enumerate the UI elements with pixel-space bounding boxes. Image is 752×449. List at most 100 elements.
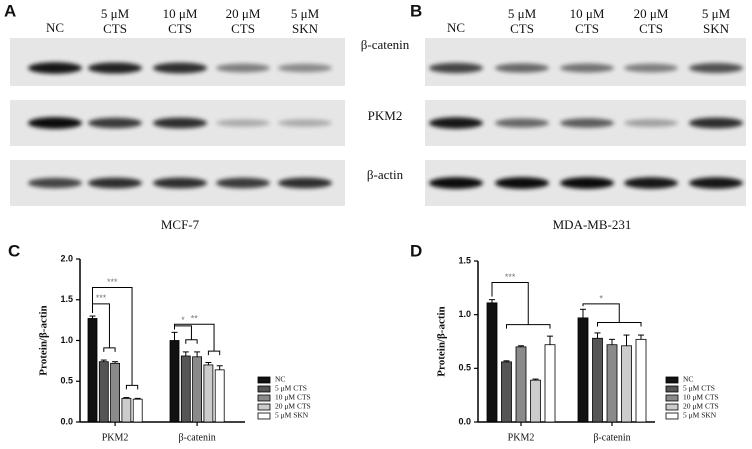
bar xyxy=(87,318,98,423)
bar xyxy=(515,346,527,423)
bar xyxy=(110,362,120,423)
legend-label: 5 μM SKN xyxy=(683,411,717,420)
bar xyxy=(169,340,180,423)
blot-band xyxy=(689,177,743,189)
blot-band xyxy=(429,117,483,129)
panel-label: D xyxy=(410,241,422,260)
bar xyxy=(621,345,632,423)
bar xyxy=(635,338,647,423)
legend-label: 20 μM CTS xyxy=(275,402,311,411)
x-tick-label: β-catenin xyxy=(593,432,630,443)
significance-bracket xyxy=(491,281,551,329)
lane-label: 5 μM xyxy=(291,6,320,21)
y-tick-label: 1.5 xyxy=(60,294,73,304)
blot-band xyxy=(624,119,678,127)
bar xyxy=(592,337,603,423)
blot-background xyxy=(10,38,345,86)
lane-label: CTS xyxy=(103,21,127,36)
bar xyxy=(486,302,498,423)
blot-band xyxy=(278,177,332,189)
significance-label: ** xyxy=(191,314,199,324)
blot-band xyxy=(495,118,549,128)
legend-swatch xyxy=(257,394,271,402)
legend-swatch xyxy=(665,385,679,393)
row-label: β-actin xyxy=(367,167,404,182)
bar xyxy=(501,361,512,423)
significance-label: * xyxy=(181,315,185,325)
y-tick-label: 0.5 xyxy=(60,376,73,386)
caption: MCF-7 xyxy=(161,217,200,232)
blot-band xyxy=(689,63,743,73)
blot-band xyxy=(429,62,483,74)
y-tick-label: 0.0 xyxy=(60,416,73,426)
blot-band xyxy=(216,63,270,73)
legend-label: NC xyxy=(683,375,693,384)
lane-label: CTS xyxy=(639,21,663,36)
significance-label: * xyxy=(599,293,603,303)
blot-band xyxy=(278,119,332,127)
lane-label: 5 μM xyxy=(508,6,537,21)
y-axis-label: Protein/β-actin xyxy=(38,305,50,375)
lane-label: 10 μM xyxy=(570,6,605,21)
bar xyxy=(192,356,203,423)
blot-band xyxy=(560,63,614,73)
lane-label: 10 μM xyxy=(163,6,198,21)
blot-band xyxy=(153,117,207,129)
significance-label: *** xyxy=(505,272,516,282)
lane-label: CTS xyxy=(510,21,534,36)
bar xyxy=(577,317,589,423)
bar xyxy=(98,361,109,423)
bar xyxy=(121,397,132,423)
y-tick-label: 2.0 xyxy=(60,253,73,263)
blot-band xyxy=(624,63,678,73)
y-tick-label: 0.0 xyxy=(458,416,471,426)
y-tick-label: 1.0 xyxy=(458,309,471,319)
blot-band xyxy=(28,62,82,74)
blot-band xyxy=(28,117,82,129)
blot-band xyxy=(28,177,82,189)
row-label: PKM2 xyxy=(368,108,403,123)
blot-band xyxy=(495,63,549,73)
blot-band xyxy=(153,62,207,74)
panel-label: C xyxy=(8,241,20,260)
blot-band xyxy=(216,177,270,189)
y-tick-label: 1.5 xyxy=(458,255,471,265)
lane-label: 20 μM xyxy=(634,6,669,21)
bar xyxy=(606,344,618,423)
lane-label: NC xyxy=(447,20,465,35)
bar xyxy=(203,364,214,423)
lane-label: CTS xyxy=(231,21,255,36)
significance-label: *** xyxy=(107,277,118,287)
blot-band xyxy=(278,63,332,73)
blot-band xyxy=(624,177,678,189)
legend-label: NC xyxy=(275,375,285,384)
legend-swatch xyxy=(665,403,679,411)
bar xyxy=(544,344,556,423)
legend-swatch xyxy=(665,376,679,384)
lane-label: CTS xyxy=(575,21,599,36)
blot-band xyxy=(153,177,207,189)
significance-bracket xyxy=(582,303,642,327)
blot-band xyxy=(560,177,614,189)
blot-background xyxy=(425,38,746,86)
blot-band xyxy=(429,177,483,189)
legend-label: 5 μM CTS xyxy=(683,384,715,393)
caption: MDA-MB-231 xyxy=(553,217,632,232)
y-axis-label: Protein/β-actin xyxy=(436,306,448,376)
blot-band xyxy=(495,177,549,189)
significance-bracket xyxy=(174,323,221,356)
legend-swatch xyxy=(257,412,271,420)
lane-label: SKN xyxy=(703,21,730,36)
lane-label: CTS xyxy=(168,21,192,36)
lane-label: 20 μM xyxy=(226,6,261,21)
lane-label: NC xyxy=(46,20,64,35)
legend-swatch xyxy=(665,394,679,402)
legend-label: 10 μM CTS xyxy=(683,393,719,402)
legend-label: 20 μM CTS xyxy=(683,402,719,411)
y-tick-label: 0.5 xyxy=(458,363,471,373)
panel-label: A xyxy=(4,1,16,20)
blot-band xyxy=(689,117,743,129)
row-label: β-catenin xyxy=(361,37,410,52)
blot-band xyxy=(88,117,142,129)
